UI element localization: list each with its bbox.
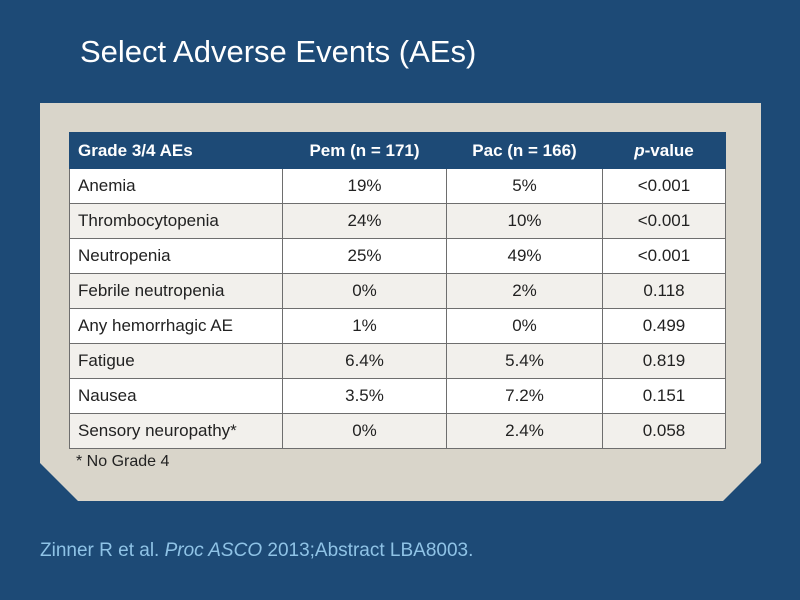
citation-rest: 2013;Abstract LBA8003. — [262, 540, 474, 561]
table-row: Nausea 3.5% 7.2% 0.151 — [70, 379, 726, 414]
cell-p-value: 0.499 — [603, 309, 726, 344]
cell-pac: 2% — [447, 274, 603, 309]
cell-p-value: 0.118 — [603, 274, 726, 309]
cell-pem: 6.4% — [283, 344, 447, 379]
footnote: * No Grade 4 — [76, 453, 170, 470]
citation: Zinner R et al. Proc ASCO 2013;Abstract … — [40, 540, 473, 562]
cell-pac: 2.4% — [447, 414, 603, 449]
cell-pem: 0% — [283, 414, 447, 449]
table-row: Neutropenia 25% 49% <0.001 — [70, 239, 726, 274]
cell-ae: Anemia — [70, 169, 283, 204]
cell-pem: 1% — [283, 309, 447, 344]
table-body: Anemia 19% 5% <0.001 Thrombocytopenia 24% 10% <… — [70, 169, 726, 449]
cell-ae: Fatigue — [70, 344, 283, 379]
table-row: Sensory neuropathy* 0% 2.4% 0.058 — [70, 414, 726, 449]
table-row: Thrombocytopenia 24% 10% <0.001 — [70, 204, 726, 239]
cell-pac: 7.2% — [447, 379, 603, 414]
header-pac: Pac (n = 166) — [447, 133, 603, 169]
cell-ae: Nausea — [70, 379, 283, 414]
cell-pac: 5% — [447, 169, 603, 204]
cell-pem: 0% — [283, 274, 447, 309]
cell-pac: 0% — [447, 309, 603, 344]
cell-ae: Any hemorrhagic AE — [70, 309, 283, 344]
cell-ae: Febrile neutropenia — [70, 274, 283, 309]
table-row: Fatigue 6.4% 5.4% 0.819 — [70, 344, 726, 379]
table-row: Febrile neutropenia 0% 2% 0.118 — [70, 274, 726, 309]
cell-p-value: 0.819 — [603, 344, 726, 379]
cell-ae: Sensory neuropathy* — [70, 414, 283, 449]
citation-authors: Zinner R et al. — [40, 540, 165, 561]
cell-ae: Neutropenia — [70, 239, 283, 274]
cell-ae: Thrombocytopenia — [70, 204, 283, 239]
table-header-row: Grade 3/4 AEs Pem (n = 171) Pac (n = 166… — [70, 133, 726, 169]
cell-p-value: <0.001 — [603, 169, 726, 204]
cell-pem: 25% — [283, 239, 447, 274]
cell-pac: 10% — [447, 204, 603, 239]
header-pem: Pem (n = 171) — [283, 133, 447, 169]
cell-p-value: <0.001 — [603, 204, 726, 239]
cell-p-value: 0.151 — [603, 379, 726, 414]
header-grade: Grade 3/4 AEs — [70, 133, 283, 169]
cell-p-value: <0.001 — [603, 239, 726, 274]
header-p-letter: p — [634, 140, 645, 160]
cell-pem: 3.5% — [283, 379, 447, 414]
slide-title: Select Adverse Events (AEs) — [80, 34, 477, 69]
cell-pem: 19% — [283, 169, 447, 204]
cell-pem: 24% — [283, 204, 447, 239]
header-p-suffix: -value — [644, 140, 694, 160]
content-panel: Grade 3/4 AEs Pem (n = 171) Pac (n = 166… — [40, 103, 761, 501]
table-row: Any hemorrhagic AE 1% 0% 0.499 — [70, 309, 726, 344]
cell-pac: 5.4% — [447, 344, 603, 379]
cell-pac: 49% — [447, 239, 603, 274]
header-p-value: p-value — [603, 133, 726, 169]
adverse-events-table: Grade 3/4 AEs Pem (n = 171) Pac (n = 166… — [69, 132, 726, 449]
table-row: Anemia 19% 5% <0.001 — [70, 169, 726, 204]
cell-p-value: 0.058 — [603, 414, 726, 449]
citation-journal: Proc ASCO — [164, 540, 263, 561]
